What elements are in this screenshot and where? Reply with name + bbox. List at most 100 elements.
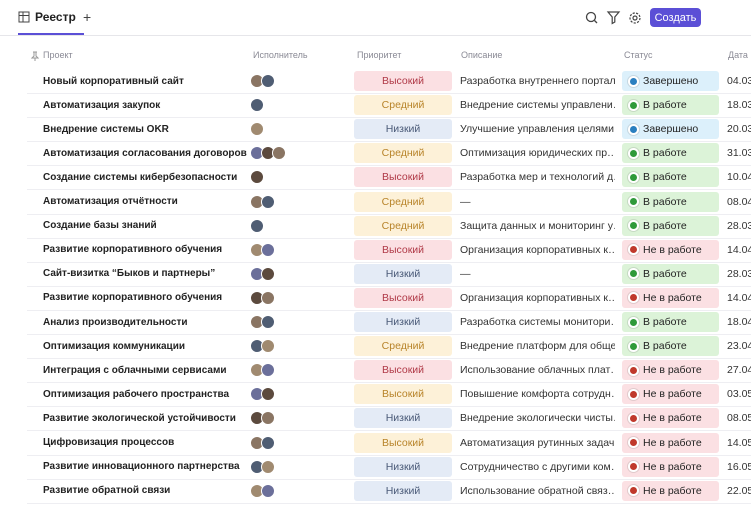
column-header: Проект <box>43 50 73 60</box>
priority: Низкий <box>354 312 452 332</box>
create-button[interactable]: Создать <box>650 8 701 27</box>
status: В работе <box>622 215 719 236</box>
project-name: Создание базы знаний <box>43 220 157 232</box>
assignees <box>250 358 275 382</box>
column-header: Статус <box>624 50 653 60</box>
project-name: Автоматизация согласования договоров <box>43 147 247 159</box>
assignees <box>250 117 264 141</box>
table-row[interactable]: Развитие обратной связи Низкий Использован… <box>27 479 751 504</box>
status-label: Не в работе <box>643 484 702 497</box>
avatar <box>261 74 275 88</box>
date: 16.05 <box>727 460 751 473</box>
assignees <box>250 262 275 286</box>
description: Сотрудничество с другими ком… <box>460 460 615 473</box>
status-dot <box>628 99 639 111</box>
table-row[interactable]: Автоматизация согласования договоров Сред… <box>27 141 751 167</box>
date: 28.03 <box>727 219 751 232</box>
column-header: Описание <box>461 50 503 60</box>
priority: Низкий <box>354 408 452 429</box>
project-name: Создание системы кибербезопасности <box>43 171 238 183</box>
date: 04.03 <box>727 75 751 87</box>
date: 14.04 <box>727 243 751 256</box>
assignees <box>250 141 286 165</box>
avatar <box>261 435 275 450</box>
table-row[interactable]: Развитие инновационного партнерства Низки… <box>27 455 751 480</box>
column-header: Исполнитель <box>253 50 308 60</box>
toolbar: Реестр + Создать <box>0 0 751 36</box>
status: В работе <box>622 143 719 164</box>
add-tab[interactable]: + <box>83 9 92 25</box>
status-dot <box>628 437 639 448</box>
assignees <box>250 406 275 430</box>
assignees <box>250 238 275 262</box>
table-row[interactable]: Развитие экологической устойчивости Низки… <box>27 406 751 432</box>
avatar <box>261 194 275 209</box>
status-label: Завершено <box>643 123 699 136</box>
avatar <box>261 459 275 474</box>
status-dot <box>628 388 639 400</box>
status: Не в работе <box>622 432 719 453</box>
table-row[interactable]: Развитие корпоративного обучения Высокий О… <box>27 286 751 311</box>
status: В работе <box>622 312 719 332</box>
table-row[interactable]: Создание базы знаний Средний Защита данных… <box>27 214 751 239</box>
project-name: Анализ производительности <box>43 316 188 328</box>
status: Не в работе <box>622 408 719 429</box>
priority: Высокий <box>354 167 452 188</box>
priority: Высокий <box>354 239 452 260</box>
avatar <box>261 266 275 281</box>
description: Внедрение системы управлени… <box>460 99 615 112</box>
status-label: В работе <box>643 195 687 208</box>
table-row[interactable]: Новый корпоративный сайт Высокий Разработк… <box>27 69 751 94</box>
table-row[interactable]: Автоматизация закупок Средний Внедрение си… <box>27 93 751 119</box>
status-dot <box>628 316 639 328</box>
avatar <box>250 98 264 113</box>
status-label: Завершено <box>643 75 699 87</box>
status: В работе <box>622 95 719 116</box>
project-name: Новый корпоративный сайт <box>43 75 184 87</box>
table-row[interactable]: Автоматизация отчётности Средний — В работе… <box>27 190 751 215</box>
status: Завершено <box>622 71 719 91</box>
description: Использование обратной связ… <box>460 484 615 497</box>
description: Использование облачных плат… <box>460 364 615 377</box>
status: Не в работе <box>622 287 719 308</box>
table-row[interactable]: Оптимизация коммуникации Средний Внедрение… <box>27 334 751 360</box>
description: Повышение комфорта сотрудн… <box>460 388 615 401</box>
table-row[interactable]: Развитие корпоративного обучения Высокий О… <box>27 238 751 263</box>
date: 27.04 <box>727 364 751 377</box>
assignees <box>250 310 275 334</box>
priority: Низкий <box>354 263 452 284</box>
avatar <box>261 387 275 402</box>
description: Оптимизация юридических пр… <box>460 147 615 160</box>
status: Не в работе <box>622 384 719 405</box>
avatar <box>250 218 264 233</box>
date: 10.04 <box>727 171 751 184</box>
status-dot <box>628 485 639 497</box>
status-label: В работе <box>643 219 687 232</box>
status-dot <box>628 461 639 473</box>
table-row[interactable]: Сайт-визитка “Быков и партнеры” Низкий — В … <box>27 262 751 287</box>
table-row[interactable]: Интеграция с облачными сервисами Высокий И… <box>27 358 751 384</box>
description: — <box>460 267 471 280</box>
table-row[interactable]: Создание системы кибербезопасности Высоки… <box>27 165 751 191</box>
priority: Средний <box>354 191 452 212</box>
status-label: В работе <box>643 340 687 353</box>
status-dot <box>628 147 639 159</box>
table-row[interactable]: Внедрение системы OKR Низкий Улучшение упр… <box>27 117 751 143</box>
priority: Высокий <box>354 360 452 381</box>
avatar <box>250 170 264 185</box>
description: Внедрение платформ для обще… <box>460 340 615 353</box>
table-row[interactable]: Анализ производительности Низкий Разработк… <box>27 310 751 335</box>
tab[interactable]: Реестр <box>18 0 84 35</box>
status-dot <box>628 220 639 232</box>
column-header: Дата <box>728 50 748 60</box>
table-row[interactable]: Оптимизация рабочего пространства Высокий… <box>27 382 751 408</box>
assignees <box>250 455 275 479</box>
table-row[interactable]: Цифровизация процессов Высокий Автоматизац… <box>27 431 751 456</box>
status: Завершено <box>622 119 719 140</box>
assignees <box>250 93 264 117</box>
description: Защита данных и мониторинг у… <box>460 219 615 232</box>
project-name: Оптимизация коммуникации <box>43 340 185 352</box>
date: 03.05 <box>727 388 751 401</box>
description: Организация корпоративных к… <box>460 243 615 256</box>
date: 23.04 <box>727 340 751 353</box>
